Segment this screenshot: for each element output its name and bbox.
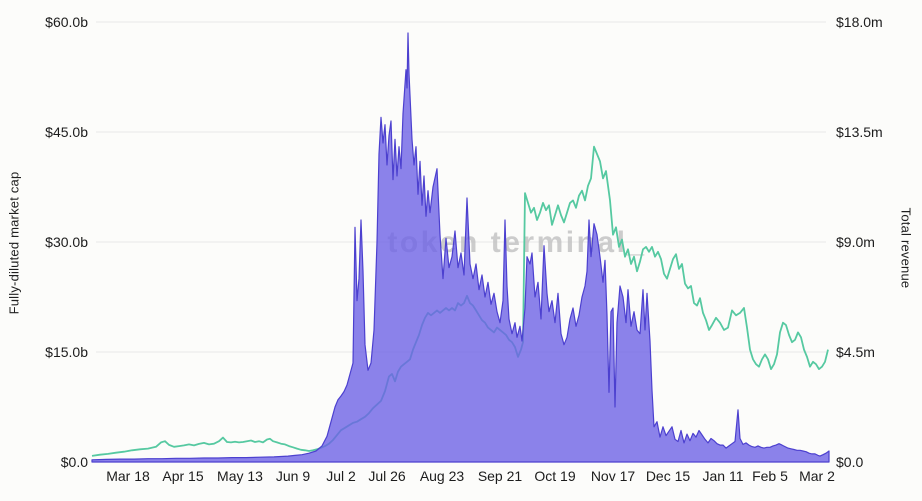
- right-axis-tick-label: $4.5m: [836, 344, 875, 360]
- x-axis-tick-label: Apr 15: [162, 468, 203, 484]
- right-axis-tick-label: $18.0m: [836, 14, 883, 30]
- x-axis-tick-label: Jul 2: [326, 468, 356, 484]
- x-axis-tick-label: Jun 9: [276, 468, 310, 484]
- left-axis-tick-label: $30.0b: [45, 234, 88, 250]
- x-axis-tick-label: Jul 26: [368, 468, 406, 484]
- x-axis-tick-label: Feb 5: [752, 468, 788, 484]
- right-axis-tick-label: $0.0: [836, 454, 863, 470]
- left-axis-tick-label: $0.0: [61, 454, 88, 470]
- x-axis-tick-label: Jan 11: [703, 468, 744, 484]
- left-axis-tick-label: $15.0b: [45, 344, 88, 360]
- x-axis-tick-label: Aug 23: [420, 468, 465, 484]
- x-axis-tick-label: Nov 17: [591, 468, 636, 484]
- x-axis-tick-label: Mar 18: [106, 468, 150, 484]
- left-axis-tick-label: $45.0b: [45, 124, 88, 140]
- left-axis-tick-label: $60.0b: [45, 14, 88, 30]
- market-cap-area: [91, 32, 830, 463]
- x-axis-tick-label: Sep 21: [478, 468, 523, 484]
- right-axis-tick-label: $9.0m: [836, 234, 875, 250]
- x-axis-tick-label: Dec 15: [646, 468, 691, 484]
- x-axis-tick-label: Mar 2: [799, 468, 835, 484]
- x-axis-tick-label: Oct 19: [534, 468, 575, 484]
- right-axis-tick-label: $13.5m: [836, 124, 883, 140]
- right-axis-title: Total revenue: [898, 207, 914, 289]
- x-axis-tick-label: May 13: [217, 468, 263, 484]
- left-axis-title: Fully-diluted market cap: [6, 171, 22, 315]
